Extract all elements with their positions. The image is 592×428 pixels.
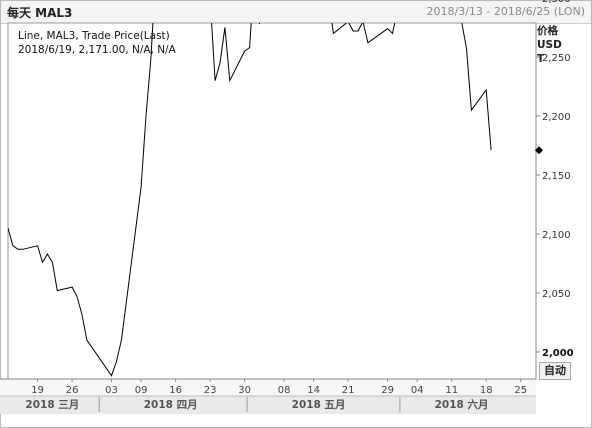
legend-line-1: Line, MAL3, Trade Price(Last) [18,30,170,42]
plot-area[interactable] [7,22,537,380]
month-band [0,396,536,414]
x-tick-label: 04 [411,385,424,396]
y-tick-label: 2,150 [542,171,571,182]
y-tick-label: 2,300 [542,0,571,5]
x-tick-label: 29 [381,385,394,396]
x-tick-label: 16 [169,385,182,396]
date-range: 2018/3/13 - 2018/6/25 (LON) [426,5,585,18]
legend-line-2: 2018/6/19, 2,171.00, N/A, N/A [18,44,177,56]
x-tick-label: 14 [307,385,320,396]
y-unit-line-1: 价格 [537,24,558,37]
x-axis-ticks: 19 26 03 09 16 23 30 08 14 21 29 04 11 18 25 [31,379,527,396]
y-tick-label: 2,200 [542,112,571,123]
x-tick-label: 03 [105,385,118,396]
x-tick-label: 21 [342,385,355,396]
x-tick-label: 18 [480,385,493,396]
y-tick-label: 2,250 [542,53,571,64]
x-tick-label: 30 [238,385,251,396]
x-tick-label: 26 [66,385,79,396]
x-tick-label: 11 [445,385,458,396]
y-tick-label: 2,000 [542,348,574,359]
month-label: 2018 三月 [25,399,79,411]
y-tick-label: 2,050 [542,289,571,300]
month-label: 2018 四月 [144,399,198,411]
axis-lines [0,23,537,414]
x-axis-band [0,379,536,398]
x-tick-label: 09 [135,385,148,396]
month-labels: 2018 三月 2018 四月 2018 五月 2018 六月 [25,397,489,412]
month-label: 2018 六月 [435,398,489,411]
y-tick-label: 2,100 [542,230,571,241]
y-axis-ticks: 2,0002,0502,1002,1502,2002,2502,3002,350… [536,0,574,359]
x-tick-label: 19 [31,385,44,396]
chart-title: 每天 MAL3 [7,6,73,20]
last-price-marker [535,146,543,155]
x-tick-label: 23 [204,385,217,396]
y-unit-line-3: T [537,53,545,65]
x-tick-label: 25 [514,385,527,396]
y-unit-line-2: USD [537,39,562,51]
month-label: 2018 五月 [292,399,346,411]
auto-scale-button[interactable]: 自动 [539,362,571,380]
x-tick-label: 08 [278,385,291,396]
series-group [8,23,543,377]
series-line [8,23,492,377]
